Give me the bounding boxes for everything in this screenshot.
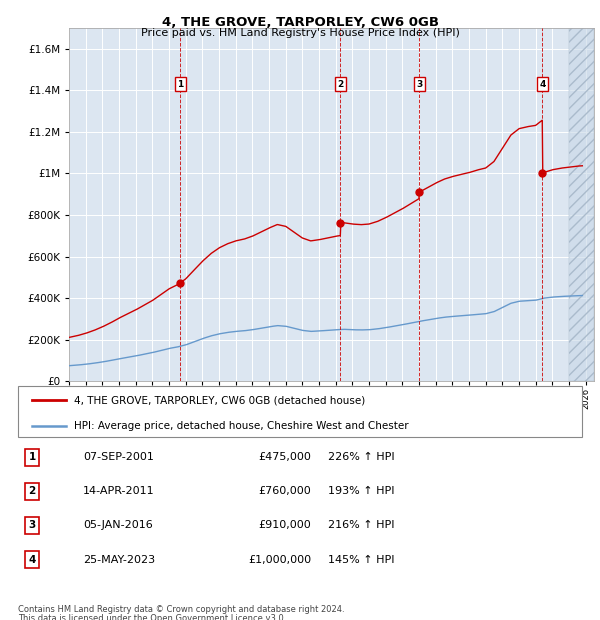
Text: 07-SEP-2001: 07-SEP-2001: [83, 452, 154, 463]
Text: This data is licensed under the Open Government Licence v3.0.: This data is licensed under the Open Gov…: [18, 614, 286, 620]
Text: 3: 3: [28, 520, 36, 531]
Text: 05-JAN-2016: 05-JAN-2016: [83, 520, 152, 531]
Bar: [569, 28, 594, 381]
Text: £475,000: £475,000: [259, 452, 311, 463]
Text: £1,000,000: £1,000,000: [248, 554, 311, 565]
Text: Contains HM Land Registry data © Crown copyright and database right 2024.: Contains HM Land Registry data © Crown c…: [18, 604, 344, 614]
Text: 2: 2: [28, 486, 36, 497]
Text: 14-APR-2011: 14-APR-2011: [83, 486, 154, 497]
Text: £910,000: £910,000: [259, 520, 311, 531]
Text: 1: 1: [28, 452, 36, 463]
Text: 4: 4: [539, 79, 545, 89]
Text: 4: 4: [28, 554, 36, 565]
Text: 3: 3: [416, 79, 422, 89]
Text: 2: 2: [337, 79, 344, 89]
Text: 216% ↑ HPI: 216% ↑ HPI: [328, 520, 395, 531]
Text: 193% ↑ HPI: 193% ↑ HPI: [328, 486, 395, 497]
Text: 1: 1: [178, 79, 184, 89]
FancyBboxPatch shape: [18, 386, 582, 437]
Text: 25-MAY-2023: 25-MAY-2023: [83, 554, 155, 565]
Text: 145% ↑ HPI: 145% ↑ HPI: [328, 554, 395, 565]
Bar: [569, 28, 594, 381]
Text: 4, THE GROVE, TARPORLEY, CW6 0GB (detached house): 4, THE GROVE, TARPORLEY, CW6 0GB (detach…: [74, 396, 365, 405]
Text: £760,000: £760,000: [259, 486, 311, 497]
Text: 226% ↑ HPI: 226% ↑ HPI: [328, 452, 395, 463]
Text: HPI: Average price, detached house, Cheshire West and Chester: HPI: Average price, detached house, Ches…: [74, 421, 409, 431]
Text: 4, THE GROVE, TARPORLEY, CW6 0GB: 4, THE GROVE, TARPORLEY, CW6 0GB: [161, 16, 439, 29]
Text: Price paid vs. HM Land Registry's House Price Index (HPI): Price paid vs. HM Land Registry's House …: [140, 28, 460, 38]
